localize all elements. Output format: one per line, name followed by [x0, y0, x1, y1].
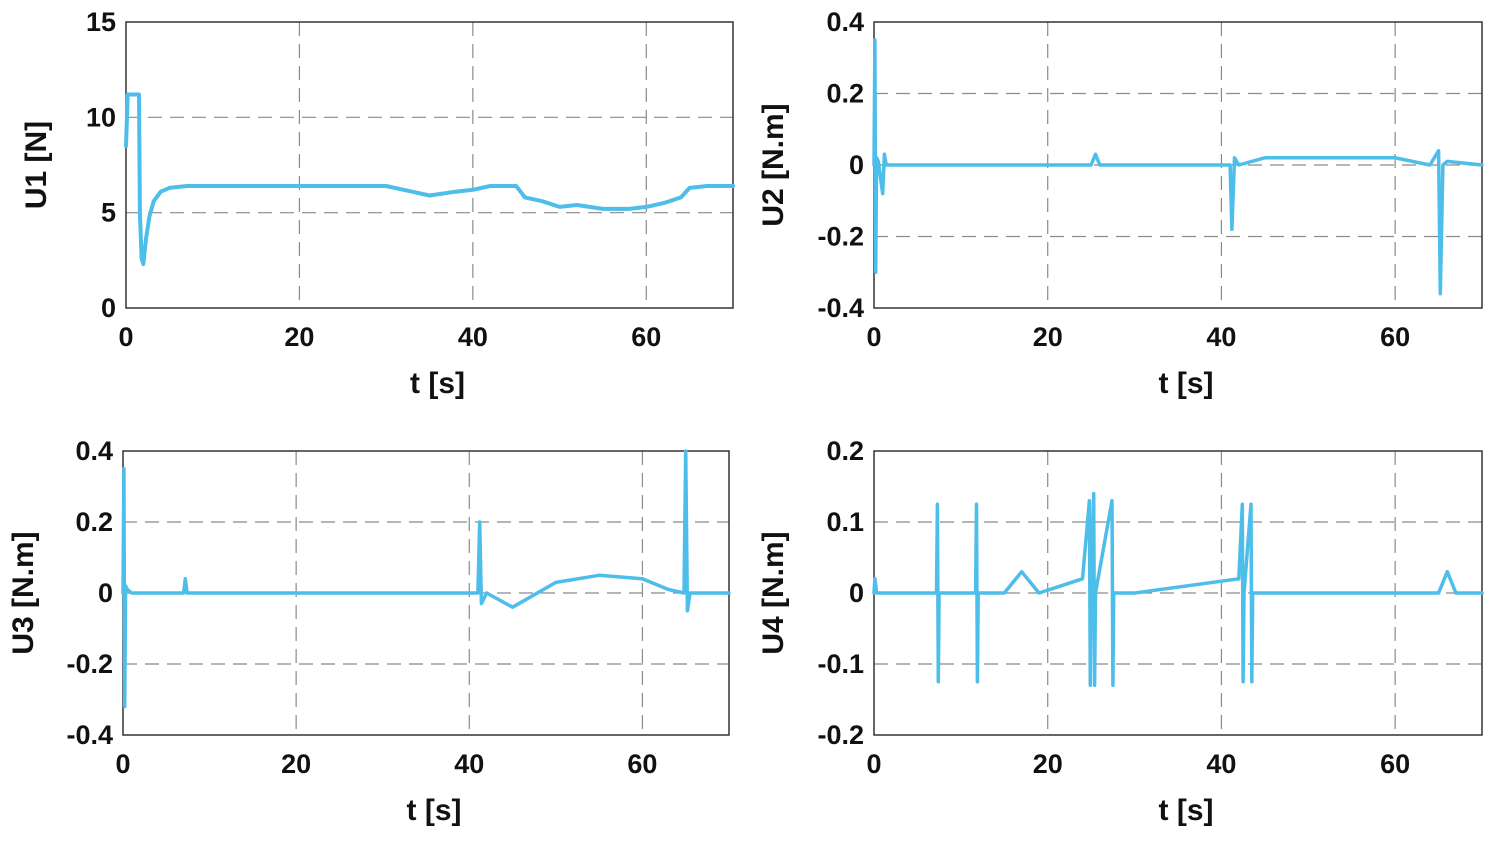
y-tick-label: 0.1 [826, 507, 864, 537]
series-line-u4 [872, 491, 1484, 688]
x-tick-label: 20 [281, 749, 311, 779]
x-tick-label: 60 [1380, 749, 1410, 779]
x-tick-label: 20 [284, 322, 314, 352]
x-tick-label: 40 [458, 322, 488, 352]
y-axis-label: U2 [N.m] [757, 103, 790, 226]
x-tick-label: 40 [1206, 322, 1236, 352]
y-tick-label: 0.4 [75, 436, 113, 466]
x-axis-label: t [s] [407, 794, 462, 827]
y-tick-label: 0.2 [75, 507, 113, 537]
y-tick-label: -0.2 [66, 649, 113, 679]
x-axis-label: t [s] [1159, 367, 1214, 400]
chart-u2: 0 20 40 60 -0.4 -0.2 0 0.2 0.4 t [s] U2 [N.m] [757, 7, 1484, 400]
chart-u1: 0 20 40 60 0 5 10 15 t [s] U1 [N] [20, 7, 735, 400]
x-axis-label: t [s] [410, 367, 465, 400]
y-axis-label: U1 [N] [20, 121, 53, 209]
series-line-u3 [121, 449, 731, 709]
y-tick-label: 0.2 [826, 436, 864, 466]
chart-u3: 0 20 40 60 -0.4 -0.2 0 0.2 0.4 t [s] U3 [N.m] [7, 436, 731, 827]
y-axis-label: U3 [N.m] [7, 531, 40, 654]
y-tick-label: 0 [849, 578, 864, 608]
y-tick-label: 0.4 [826, 7, 864, 37]
y-tick-label: 0 [101, 293, 116, 323]
y-tick-label: -0.2 [817, 222, 864, 252]
x-tick-label: 60 [631, 322, 661, 352]
y-tick-label: 0 [849, 150, 864, 180]
y-tick-label: 10 [86, 102, 116, 132]
x-tick-label: 0 [866, 322, 881, 352]
y-tick-label: 5 [101, 198, 116, 228]
y-tick-label: -0.4 [817, 293, 864, 323]
chart-u4: 0 20 40 60 -0.2 -0.1 0 0.1 0.2 t [s] U4 [N.m] [757, 436, 1484, 827]
y-axis-label: U4 [N.m] [757, 531, 790, 654]
x-tick-label: 40 [454, 749, 484, 779]
y-tick-label: 0 [98, 578, 113, 608]
y-tick-label: -0.1 [817, 649, 864, 679]
y-tick-label: 0.2 [826, 79, 864, 109]
x-tick-label: 40 [1206, 749, 1236, 779]
x-tick-label: 60 [1380, 322, 1410, 352]
x-tick-label: 0 [118, 322, 133, 352]
y-tick-label: -0.4 [66, 720, 113, 750]
x-axis-label: t [s] [1159, 794, 1214, 827]
x-tick-label: 20 [1033, 322, 1063, 352]
series-line-u1 [124, 92, 735, 267]
plot-frame [125, 21, 734, 309]
x-tick-label: 60 [627, 749, 657, 779]
y-tick-label: -0.2 [817, 720, 864, 750]
series-line-u2 [872, 38, 1484, 296]
x-tick-label: 20 [1033, 749, 1063, 779]
y-tick-label: 15 [86, 7, 116, 37]
x-tick-label: 0 [115, 749, 130, 779]
x-tick-label: 0 [866, 749, 881, 779]
